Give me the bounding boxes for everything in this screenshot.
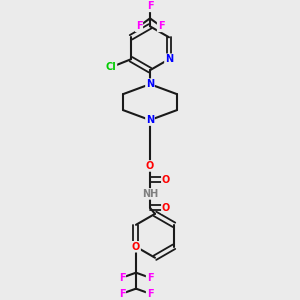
- Text: F: F: [147, 273, 153, 283]
- Text: F: F: [158, 21, 164, 31]
- Text: Cl: Cl: [106, 62, 116, 72]
- Text: F: F: [147, 2, 153, 11]
- Text: NH: NH: [142, 189, 158, 199]
- Text: O: O: [146, 161, 154, 171]
- Text: N: N: [146, 79, 154, 89]
- Text: F: F: [147, 289, 153, 298]
- Text: O: O: [162, 203, 170, 213]
- Text: N: N: [165, 54, 173, 64]
- Text: O: O: [162, 175, 170, 185]
- Text: F: F: [136, 21, 142, 31]
- Text: F: F: [119, 273, 125, 283]
- Text: O: O: [132, 242, 140, 252]
- Text: N: N: [146, 115, 154, 125]
- Text: F: F: [119, 289, 125, 298]
